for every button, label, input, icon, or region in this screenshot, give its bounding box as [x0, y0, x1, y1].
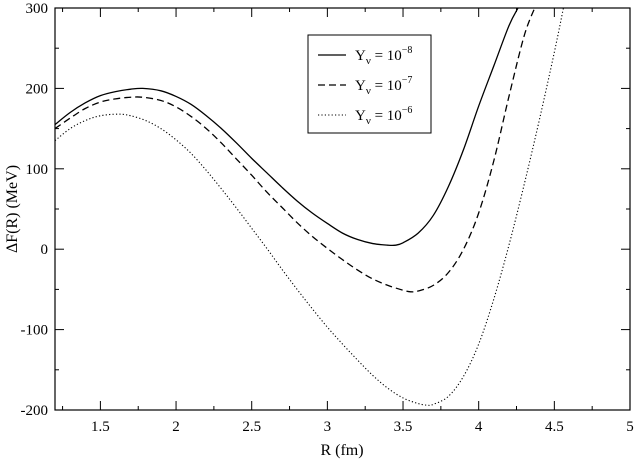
- y-tick-label: 0: [41, 242, 49, 258]
- series-line-3: [55, 8, 564, 406]
- legend: Yν = 10−8 Yν = 10−7 Yν = 10−6: [307, 34, 432, 134]
- x-tick-label: 4.5: [545, 419, 564, 435]
- legend-label-1: Yν = 10−8: [355, 45, 412, 67]
- y-tick-label: 100: [26, 162, 49, 178]
- y-tick-label: 300: [26, 1, 49, 17]
- y-tick-label: -200: [21, 403, 49, 419]
- y-tick-label: 200: [26, 81, 49, 97]
- x-tick-label: 3.5: [394, 419, 413, 435]
- y-axis-label: ΔF(R) (MeV): [4, 165, 21, 253]
- x-tick-label: 2.5: [242, 419, 261, 435]
- series-line-1: [55, 8, 519, 247]
- legend-label-3: Yν = 10−6: [355, 105, 412, 127]
- legend-label-2: Yν = 10−7: [355, 75, 412, 97]
- x-tick-label: 3: [324, 419, 332, 435]
- x-tick-label: 4: [475, 419, 483, 435]
- series-line-2: [55, 8, 536, 293]
- x-tick-label: 1.5: [91, 419, 110, 435]
- x-tick-label: 2: [172, 419, 180, 435]
- x-axis-label: R (fm): [320, 442, 363, 459]
- y-tick-label: -100: [21, 323, 49, 339]
- legend-box: [307, 34, 432, 134]
- x-tick-label: 5: [626, 419, 634, 435]
